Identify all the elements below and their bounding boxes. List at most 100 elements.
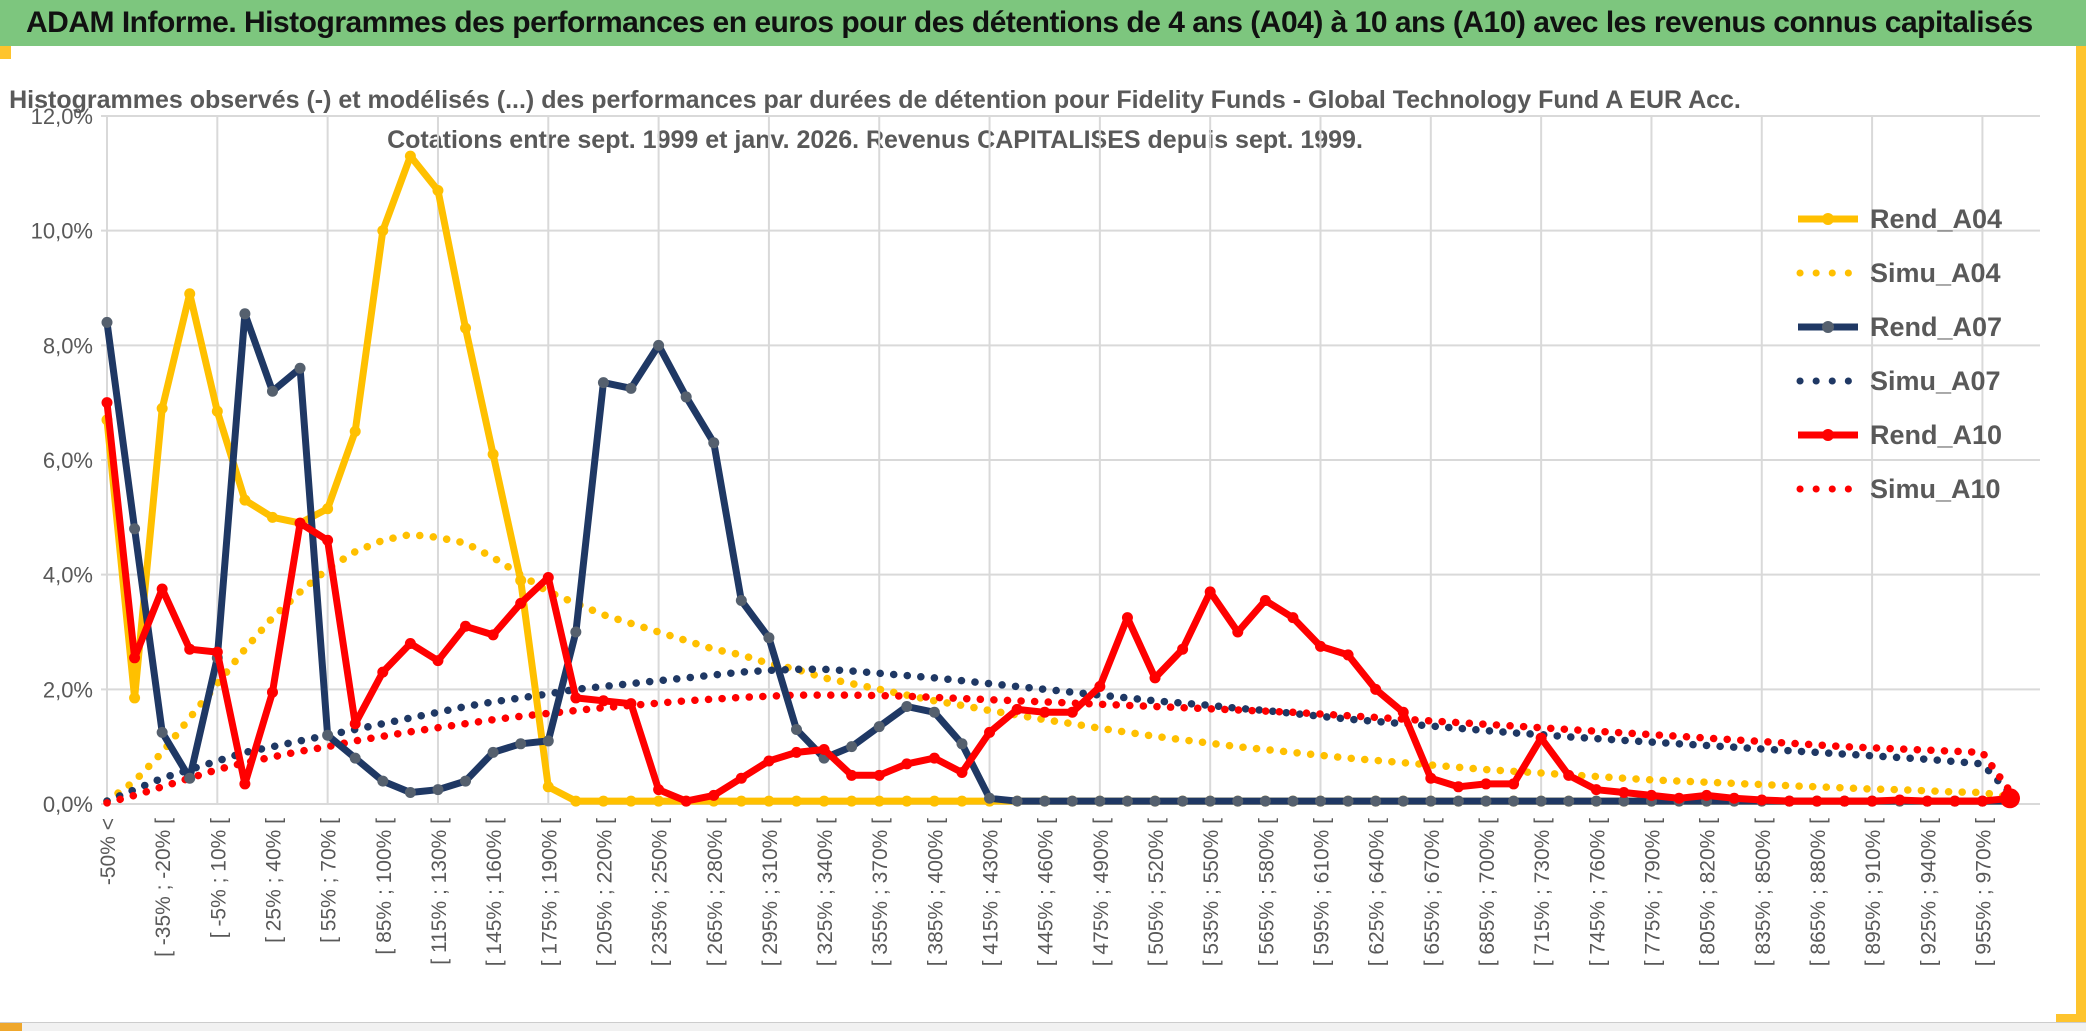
- marker-rend_a07: [239, 308, 251, 320]
- legend-item-rend-a07: Rend_A07: [1796, 300, 2002, 354]
- marker-rend_a07: [928, 706, 940, 718]
- report-header-bar: ADAM Informe. Histogrammes des performan…: [0, 0, 2086, 46]
- marker-rend_a07: [542, 735, 554, 747]
- marker-rend_a10: [901, 758, 913, 770]
- marker-rend_a07: [101, 316, 113, 328]
- marker-rend_a10: [1866, 795, 1878, 807]
- marker-rend_a07: [156, 726, 168, 738]
- x-tick-label: [ 925% ; 940% [: [1917, 818, 1940, 966]
- marker-rend_a10: [1149, 672, 1161, 684]
- marker-rend_a07: [790, 723, 802, 735]
- marker-rend_a04: [901, 795, 913, 807]
- marker-rend_a10: [1949, 795, 1961, 807]
- marker-rend_a10: [404, 637, 416, 649]
- marker-rend_a07: [129, 523, 141, 535]
- marker-rend_a04: [818, 795, 830, 807]
- marker-rend_a04: [653, 795, 665, 807]
- legend-label: Rend_A10: [1870, 419, 2003, 450]
- marker-rend_a10: [1894, 794, 1906, 806]
- x-tick-label: [ 55% ; 70% [: [318, 818, 341, 943]
- marker-rend_a04: [846, 795, 858, 807]
- x-tick-label: [ 175% ; 190% [: [538, 818, 561, 966]
- marker-rend_a10: [1811, 795, 1823, 807]
- marker-rend_a10: [763, 755, 775, 767]
- legend-sample-solid-yellow: [1798, 213, 1858, 225]
- marker-rend_a10: [184, 643, 196, 655]
- y-tick-label: 0,0%: [43, 792, 93, 817]
- marker-rend_a10: [1039, 706, 1051, 718]
- chart-legend: Rend_A04 Simu_A04 Rend_A07 Simu_A07 Rend…: [1796, 192, 2002, 516]
- marker-rend_a10: [1618, 787, 1630, 799]
- marker-rend_a10: [956, 766, 968, 778]
- marker-rend_a07: [1397, 795, 1409, 807]
- series-simu_a04: [103, 530, 2014, 805]
- marker-rend_a04: [928, 795, 940, 807]
- marker-rend_a07: [1452, 795, 1464, 807]
- marker-rend_a10: [1397, 706, 1409, 718]
- marker-rend_a10: [846, 769, 858, 781]
- marker-rend_a04: [487, 448, 499, 460]
- x-tick-label: -50% <: [97, 818, 120, 885]
- bottom-scroll-strip[interactable]: [0, 1022, 2086, 1031]
- marker-rend_a07: [1342, 795, 1354, 807]
- x-tick-label: [ 565% ; 580% [: [1255, 818, 1278, 966]
- marker-rend_a10: [1480, 778, 1492, 790]
- marker-rend_a10: [653, 784, 665, 796]
- marker-rend_a04: [956, 795, 968, 807]
- legend-label: Simu_A07: [1870, 365, 2001, 396]
- legend-item-simu-a04: Simu_A04: [1796, 246, 2002, 300]
- marker-rend_a10: [1728, 792, 1740, 804]
- legend-sample-dotted-navy: [1796, 377, 1860, 385]
- scrollbar-thumb[interactable]: [0, 1023, 22, 1031]
- y-tick-label: 12,0%: [31, 104, 93, 129]
- marker-rend_a07: [1094, 795, 1106, 807]
- series-simu_a10: [103, 691, 2014, 807]
- series-simu_a07: [103, 665, 2014, 805]
- marker-rend_a07: [1011, 795, 1023, 807]
- marker-rend_a07: [1370, 795, 1382, 807]
- marker-rend_a10: [1673, 792, 1685, 804]
- marker-rend_a07: [404, 787, 416, 799]
- x-tick-label: [ 235% ; 250% [: [649, 818, 672, 966]
- x-tick-label: [ 595% ; 610% [: [1311, 818, 1334, 966]
- x-tick-label: [ 205% ; 220% [: [593, 818, 616, 966]
- marker-rend_a04: [377, 225, 389, 237]
- legend-label: Rend_A04: [1870, 203, 2003, 234]
- marker-rend_a07: [1425, 795, 1437, 807]
- marker-rend_a10: [570, 692, 582, 704]
- marker-rend_a07: [1563, 795, 1575, 807]
- x-tick-label: [ 445% ; 460% [: [1035, 818, 1058, 966]
- x-tick-label: [ 475% ; 490% [: [1090, 818, 1113, 966]
- marker-rend_a04: [790, 795, 802, 807]
- x-tick-label: [ 115% ; 130% [: [428, 818, 451, 965]
- x-tick-label: [ 505% ; 520% [: [1145, 818, 1168, 966]
- y-tick-label: 10,0%: [31, 219, 93, 244]
- marker-rend_a10: [349, 718, 361, 730]
- legend-label: Rend_A07: [1870, 311, 2003, 342]
- marker-rend_a07: [184, 772, 196, 784]
- x-tick-label: [ 895% ; 910% [: [1862, 818, 1885, 966]
- marker-rend_a07: [1590, 795, 1602, 807]
- marker-rend_a07: [1315, 795, 1327, 807]
- marker-rend_a07: [984, 792, 996, 804]
- marker-rend_a07: [1039, 795, 1051, 807]
- marker-rend_a10: [1011, 703, 1023, 715]
- x-tick-label: [ 625% ; 640% [: [1366, 818, 1389, 966]
- marker-rend_a10: [1315, 640, 1327, 652]
- legend-label: Simu_A04: [1870, 257, 2001, 288]
- marker-rend_a10: [873, 769, 885, 781]
- legend-sample-solid-red: [1798, 429, 1858, 441]
- marker-rend_a10: [542, 572, 554, 584]
- marker-rend_a10: [984, 726, 996, 738]
- marker-rend_a10: [1590, 784, 1602, 796]
- marker-rend_a04: [763, 795, 775, 807]
- x-tick-label: [ 145% ; 160% [: [483, 818, 506, 966]
- marker-rend_a07: [515, 738, 527, 750]
- marker-rend_a10: [515, 597, 527, 609]
- legend-item-rend-a04: Rend_A04: [1796, 192, 2002, 246]
- marker-rend_a10: [239, 778, 251, 790]
- marker-rend_a07: [1287, 795, 1299, 807]
- marker-rend_a10: [2000, 788, 2020, 809]
- marker-rend_a07: [1508, 795, 1520, 807]
